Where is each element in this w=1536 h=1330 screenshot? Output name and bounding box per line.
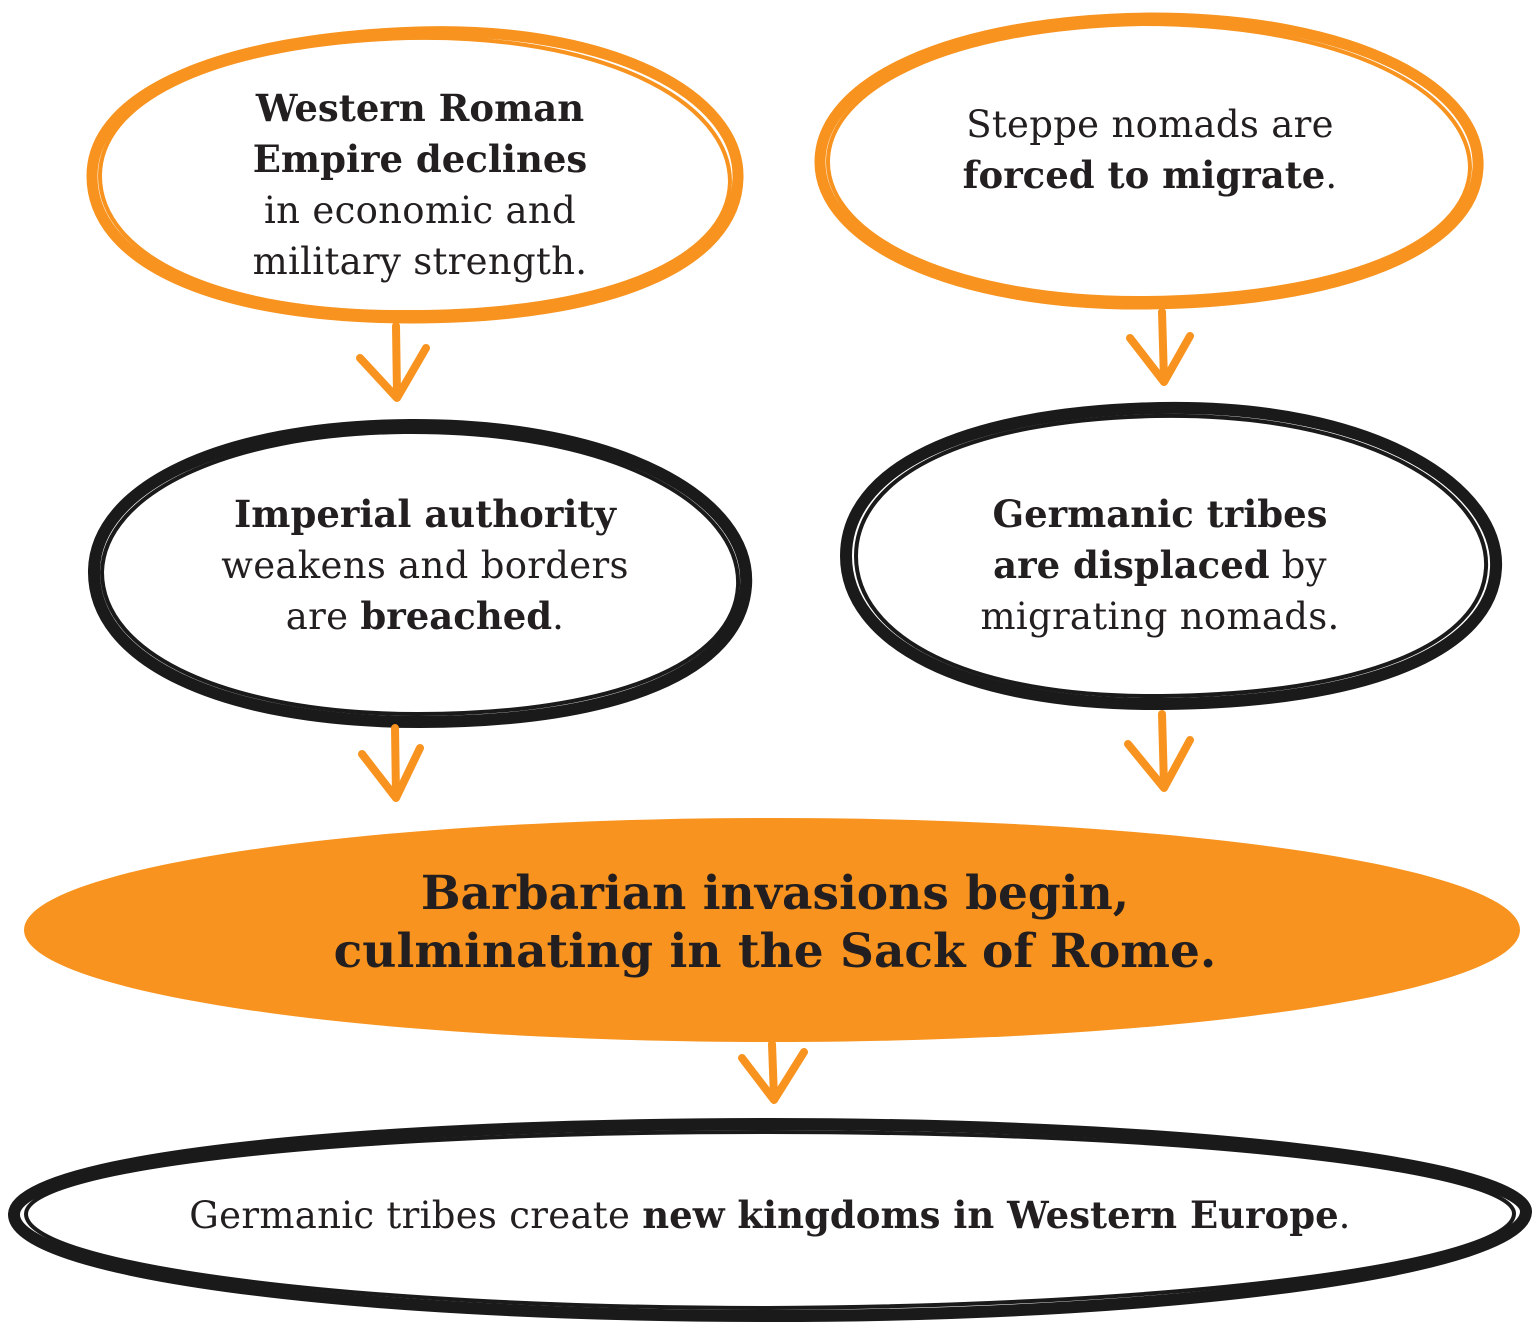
node-new-kingdoms-start: Germanic tribes create [189,1193,643,1237]
arrow-imperial-to-barbarian [358,724,424,802]
node-germanic-displaced-border [839,401,1503,711]
node-germanic-line1: Germanic tribes [992,491,1328,536]
node-western-roman-line1: Western Roman [255,86,585,130]
arrow-barbarian-to-kingdoms [738,1040,808,1104]
node-barbarian-line2: culminating in the Sack of Rome. [333,924,1217,979]
node-germanic-line3: migrating nomads. [980,594,1340,638]
node-imperial-line1: Imperial authority [233,491,616,536]
node-steppe-line2: forced to migrate. [963,150,1338,201]
node-western-roman-line4: military strength. [252,240,588,283]
node-imperial: Imperial authority weakens and borders a… [130,480,720,650]
node-imperial-line3-bold: breached [360,593,553,638]
node-germanic-displaced: Germanic tribes are displaced by migrati… [880,480,1440,650]
node-steppe-line2-end: . [1325,154,1338,197]
node-western-roman: Western Roman Empire declines in economi… [150,70,690,300]
arrow-western-to-imperial [356,322,430,402]
node-new-kingdoms-border [7,1117,1533,1323]
node-imperial-line3-start: are [285,594,361,638]
node-germanic-line2-bold: are displaced [993,542,1270,587]
node-imperial-line2: weakens and borders [221,543,629,587]
node-new-kingdoms-bold: new kingdoms in Western Europe [642,1192,1339,1237]
node-new-kingdoms-line: Germanic tribes create new kingdoms in W… [189,1191,1350,1240]
node-barbarian-line1: Barbarian invasions begin, [420,866,1130,921]
node-germanic-line2: are displaced by [980,540,1339,591]
arrow-germanic-to-barbarian [1124,710,1194,792]
node-steppe-border [814,12,1484,310]
node-western-roman-line2: Empire declines [252,137,588,181]
node-barbarian: Barbarian invasions begin, culminating i… [60,858,1490,988]
node-western-roman-line3: in economic and [264,189,576,232]
node-new-kingdoms: Germanic tribes create new kingdoms in W… [60,1170,1480,1260]
node-imperial-border [87,418,753,729]
arrow-steppe-to-germanic [1126,308,1194,386]
node-imperial-line3: are breached. [221,591,628,642]
node-steppe-line1: Steppe nomads are [966,103,1334,146]
node-steppe: Steppe nomads are forced to migrate. [880,85,1420,215]
node-new-kingdoms-end: . [1338,1193,1351,1237]
node-imperial-line3-end: . [552,594,565,638]
node-steppe-line2-bold: forced to migrate [962,153,1326,197]
node-germanic-line2-end: by [1269,543,1327,587]
node-barbarian-shape [24,818,1520,1042]
node-western-roman-border [86,26,744,324]
